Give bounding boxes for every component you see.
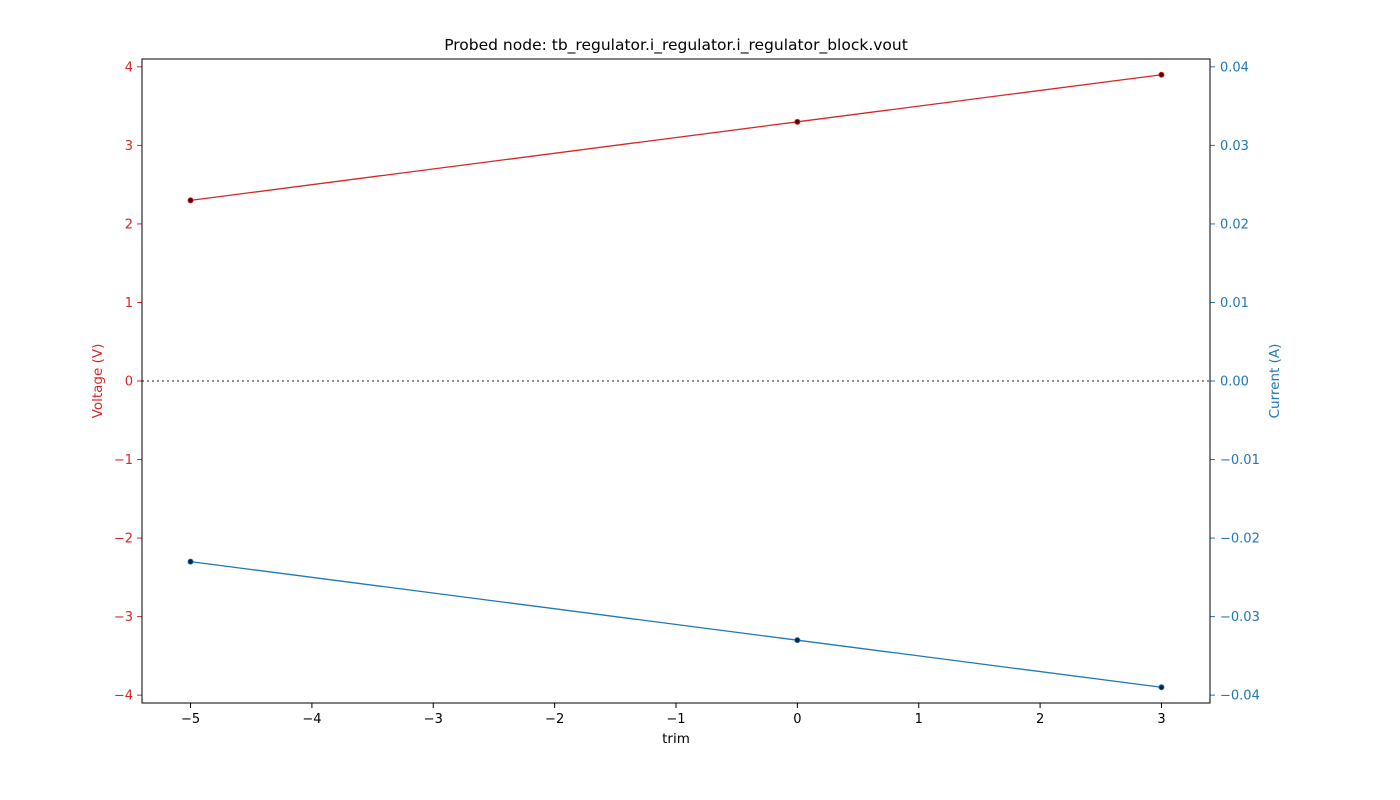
current-data-point xyxy=(187,558,194,565)
x-tick-label: 3 xyxy=(1157,712,1165,727)
chart-title: Probed node: tb_regulator.i_regulator.i_… xyxy=(444,36,908,55)
y-tick-label: −1 xyxy=(114,453,133,468)
current-series-line xyxy=(190,560,1162,688)
y2-axis-label: Current (A) xyxy=(1267,344,1283,419)
y-tick-label: 3 xyxy=(125,139,133,154)
y2-tick-label: 0.02 xyxy=(1220,217,1249,232)
y2-tick-label: 0.04 xyxy=(1220,60,1249,75)
y-tick-label: 1 xyxy=(125,296,133,311)
y2-tick-label: 0.00 xyxy=(1220,375,1249,390)
current-data-point xyxy=(1158,684,1165,691)
voltage-data-point xyxy=(794,118,801,125)
y2-tick-label: −0.02 xyxy=(1220,532,1260,547)
y-tick-label: −4 xyxy=(114,689,133,704)
x-tick-label: 0 xyxy=(793,712,801,727)
y-tick-label: 2 xyxy=(125,217,133,232)
y2-tick-label: −0.04 xyxy=(1220,689,1260,704)
x-tick-label: 1 xyxy=(915,712,923,727)
y2-tick-label: 0.01 xyxy=(1220,296,1249,311)
current-data-point xyxy=(794,637,801,644)
x-tick-label: −2 xyxy=(545,712,564,727)
y-tick-label: 0 xyxy=(125,375,133,390)
plot-frame xyxy=(141,58,1211,704)
y2-tick-label: −0.03 xyxy=(1220,610,1260,625)
y-axis-label: Voltage (V) xyxy=(90,344,106,419)
y-tick-label: −3 xyxy=(114,610,133,625)
y2-tick-label: 0.03 xyxy=(1220,139,1249,154)
x-tick-label: −1 xyxy=(666,712,685,727)
y-tick-label: 4 xyxy=(125,60,133,75)
voltage-data-point xyxy=(1158,71,1165,78)
x-tick-label: −4 xyxy=(302,712,321,727)
voltage-series-line xyxy=(190,74,1162,202)
y2-tick-label: −0.01 xyxy=(1220,453,1260,468)
x-tick-label: 2 xyxy=(1036,712,1044,727)
voltage-data-point xyxy=(187,197,194,204)
x-axis-label: trim xyxy=(662,731,690,747)
y-tick-label: −2 xyxy=(114,532,133,547)
x-tick-label: −5 xyxy=(181,712,200,727)
x-tick-label: −3 xyxy=(424,712,443,727)
